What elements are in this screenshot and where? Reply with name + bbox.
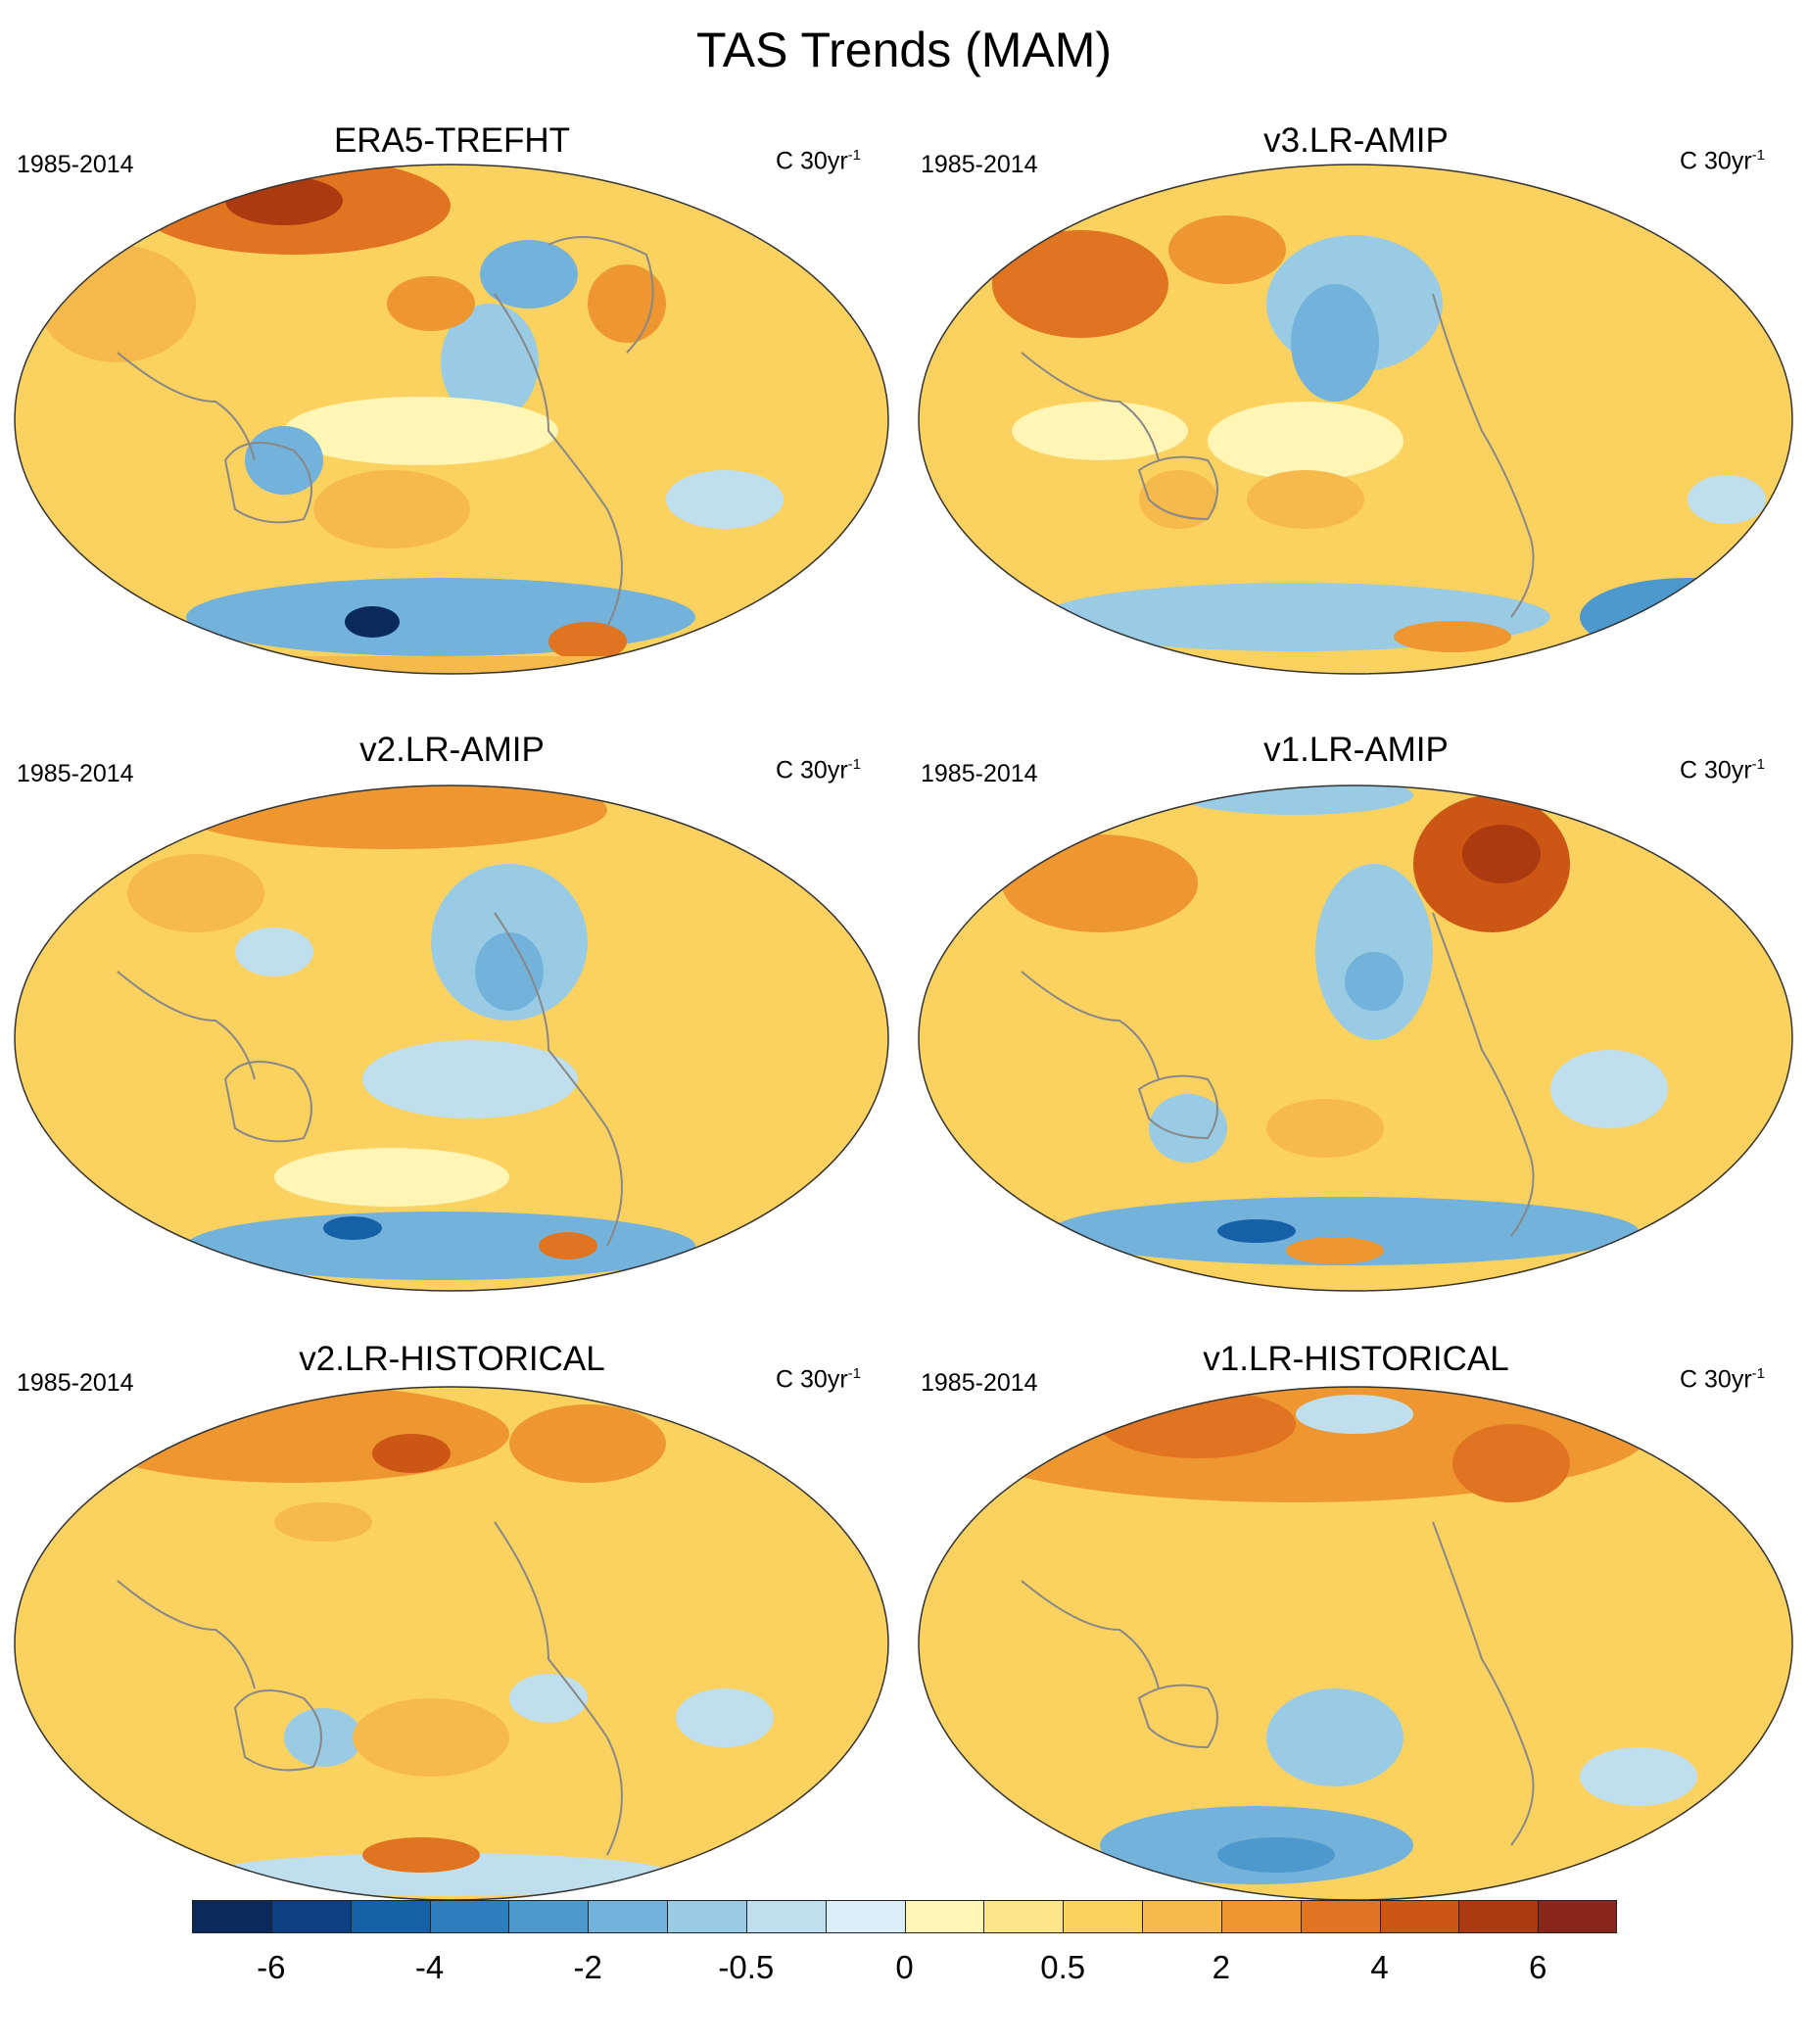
panel-title: ERA5-TREFHT xyxy=(333,121,571,160)
panel-units: C 30yr-1 xyxy=(1680,1365,1765,1394)
panel-period: 1985-2014 xyxy=(17,760,134,787)
map-plot xyxy=(14,784,889,1292)
map-plot xyxy=(918,784,1793,1292)
colorbar-separator xyxy=(270,1900,272,1933)
colorbar-tick-label: 0.5 xyxy=(1040,1949,1086,1985)
colorbar-frame xyxy=(192,1900,1617,1933)
colorbar-segment xyxy=(1538,1900,1618,1933)
panel-period: 1985-2014 xyxy=(921,1369,1038,1397)
colorbar-separator xyxy=(1458,1900,1460,1933)
colorbar-tick-label: -2 xyxy=(573,1949,602,1985)
colorbar-segment xyxy=(904,1900,984,1933)
colorbar-separator xyxy=(429,1900,431,1933)
panel-title: v1.LR-HISTORICAL xyxy=(1203,1340,1509,1378)
colorbar-segment xyxy=(1063,1900,1143,1933)
colorbar-segment xyxy=(825,1900,905,1933)
colorbar xyxy=(192,1900,1618,1939)
map-panel-era5: ERA5-TREFHT 1985-2014 C 30yr-1 xyxy=(0,108,904,717)
map-plot xyxy=(14,1386,889,1901)
colorbar-tick-label: 2 xyxy=(1212,1949,1231,1985)
panel-title: v2.LR-AMIP xyxy=(359,731,545,769)
panel-units: C 30yr-1 xyxy=(776,147,861,175)
map-panel-v2-lr-amip: v2.LR-AMIP 1985-2014 C 30yr-1 xyxy=(0,717,904,1326)
colorbar-segment xyxy=(429,1900,509,1933)
panel-title: v3.LR-AMIP xyxy=(1263,121,1449,160)
colorbar-separator xyxy=(1538,1900,1540,1933)
colorbar-separator xyxy=(983,1900,985,1933)
colorbar-segment xyxy=(192,1900,271,1933)
colorbar-segment xyxy=(1142,1900,1221,1933)
colorbar-separator xyxy=(1063,1900,1065,1933)
panel-period: 1985-2014 xyxy=(921,151,1038,178)
colorbar-separator xyxy=(508,1900,510,1933)
colorbar-separator xyxy=(350,1900,352,1933)
colorbar-segment xyxy=(350,1900,430,1933)
colorbar-tick-label: -6 xyxy=(257,1949,286,1985)
colorbar-separator xyxy=(904,1900,906,1933)
colorbar-tick-label: 0 xyxy=(895,1949,914,1985)
colorbar-segment xyxy=(667,1900,746,1933)
colorbar-separator xyxy=(667,1900,668,1933)
map-panel-v3-lr-amip: v3.LR-AMIP 1985-2014 C 30yr-1 xyxy=(904,108,1808,717)
colorbar-tick-label: 6 xyxy=(1528,1949,1547,1985)
panel-units: C 30yr-1 xyxy=(1680,756,1765,784)
colorbar-tick-label: 4 xyxy=(1370,1949,1389,1985)
colorbar-segment xyxy=(588,1900,668,1933)
panel-period: 1985-2014 xyxy=(17,151,134,178)
figure-title: TAS Trends (MAM) xyxy=(695,23,1113,77)
colorbar-separator xyxy=(825,1900,827,1933)
colorbar-segment xyxy=(1220,1900,1301,1933)
map-plot xyxy=(14,164,889,675)
colorbar-segment xyxy=(745,1900,826,1933)
colorbar-tick-label: -4 xyxy=(414,1949,445,1985)
map-panel-v2-lr-historical: v2.LR-HISTORICAL 1985-2014 C 30yr-1 xyxy=(0,1326,904,1935)
map-panel-v1-lr-historical: v1.LR-HISTORICAL 1985-2014 C 30yr-1 xyxy=(904,1326,1808,1935)
colorbar-segment xyxy=(1379,1900,1459,1933)
colorbar-separator xyxy=(1220,1900,1222,1933)
panel-period: 1985-2014 xyxy=(17,1369,134,1397)
colorbar-segment xyxy=(1458,1900,1539,1933)
panel-units: C 30yr-1 xyxy=(1680,147,1765,175)
colorbar-segment xyxy=(1300,1900,1380,1933)
panel-units: C 30yr-1 xyxy=(776,1365,861,1394)
colorbar-separator xyxy=(588,1900,590,1933)
map-plot xyxy=(918,1386,1793,1901)
colorbar-separator xyxy=(1379,1900,1381,1933)
colorbar-tick-label: -0.5 xyxy=(718,1949,775,1985)
colorbar-separator xyxy=(1142,1900,1143,1933)
panel-title: v1.LR-AMIP xyxy=(1263,731,1449,769)
map-plot xyxy=(918,164,1793,675)
colorbar-separator xyxy=(1300,1900,1302,1933)
map-panel-v1-lr-amip: v1.LR-AMIP 1985-2014 C 30yr-1 xyxy=(904,717,1808,1326)
colorbar-segment xyxy=(508,1900,589,1933)
panel-period: 1985-2014 xyxy=(921,760,1038,787)
colorbar-separator xyxy=(745,1900,747,1933)
colorbar-segment xyxy=(983,1900,1064,1933)
panel-title: v2.LR-HISTORICAL xyxy=(299,1340,605,1378)
colorbar-segment xyxy=(270,1900,351,1933)
panel-units: C 30yr-1 xyxy=(776,756,861,784)
